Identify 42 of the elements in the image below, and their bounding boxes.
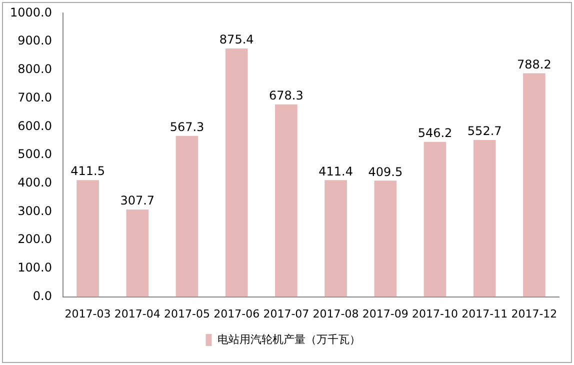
data-label: 411.5: [70, 164, 105, 178]
bar: [473, 140, 496, 297]
y-tick-label: 700.0: [18, 90, 52, 104]
bar: [523, 73, 546, 297]
data-label: 307.7: [120, 194, 155, 208]
data-label: 552.7: [467, 124, 502, 138]
bar: [76, 180, 99, 297]
x-tick-label: 2017-05: [164, 307, 210, 320]
bar: [126, 210, 149, 297]
bar: [324, 180, 347, 297]
y-tick-label: 1000.0: [10, 5, 52, 20]
y-tick-label: 800.0: [18, 62, 52, 76]
y-tick-label: 100.0: [18, 260, 52, 275]
x-tick-label: 2017-04: [114, 307, 160, 320]
x-tick-label: 2017-11: [462, 307, 508, 320]
x-tick-label: 2017-06: [214, 307, 260, 320]
y-tick-label: 200.0: [18, 232, 52, 246]
bar: [424, 142, 446, 297]
x-tick-label: 2017-03: [64, 307, 111, 320]
x-tick-label: 2017-07: [263, 307, 310, 320]
data-label: 546.2: [418, 126, 452, 140]
x-tick-label: 2017-12: [511, 307, 558, 320]
bar: [374, 180, 397, 297]
data-label: 409.5: [368, 164, 403, 179]
bar: [176, 136, 198, 297]
x-tick-label: 2017-09: [362, 307, 408, 320]
data-label: 411.4: [318, 164, 353, 178]
x-tick-label: 2017-08: [312, 307, 359, 320]
bar: [275, 104, 298, 297]
y-tick-label: 300.0: [18, 204, 52, 218]
data-label: 678.3: [269, 88, 304, 103]
y-tick-label: 500.0: [18, 147, 52, 162]
bar: [225, 48, 248, 297]
legend-label: 电站用汽轮机产量（万千瓦）: [217, 332, 360, 346]
y-tick-label: 900.0: [18, 34, 52, 48]
data-label: 788.2: [517, 57, 552, 72]
x-tick-label: 2017-10: [412, 307, 458, 320]
y-tick-label: 400.0: [18, 175, 52, 190]
data-label: 875.4: [219, 32, 254, 47]
y-tick-label: 0.0: [32, 288, 52, 303]
y-tick-label: 600.0: [18, 118, 52, 133]
data-label: 567.3: [170, 120, 204, 134]
